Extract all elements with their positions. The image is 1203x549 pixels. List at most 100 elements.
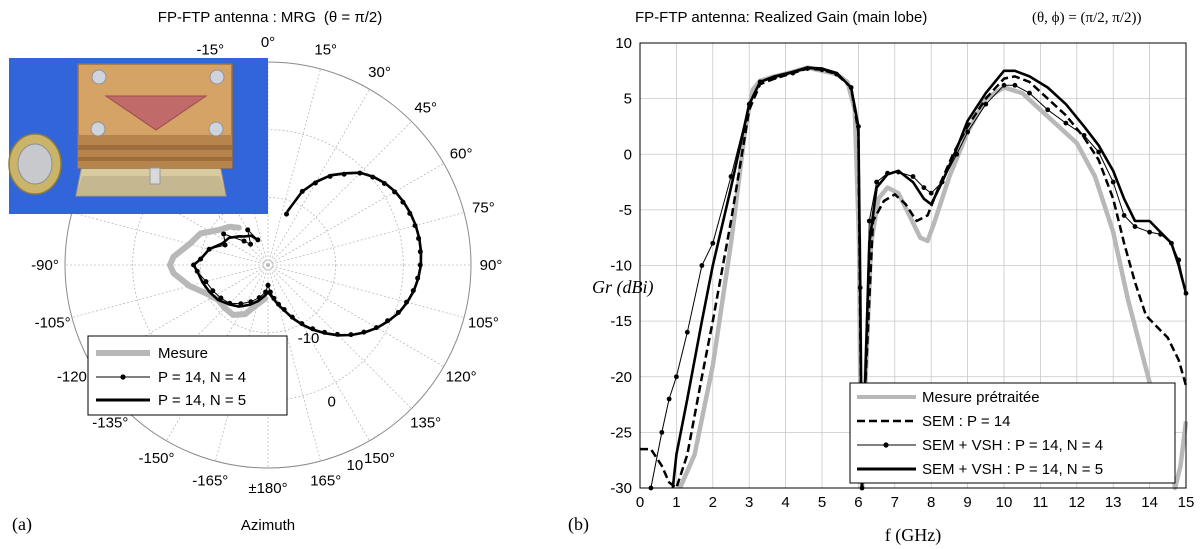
polar-xlabel: Azimuth [241,517,295,534]
line-series-marker [965,129,970,135]
polar-spoke [267,264,412,409]
angle-tick-label: 90° [480,257,503,274]
angle-tick-label: 15° [314,42,337,59]
angle-tick-label: -165° [192,472,228,489]
line-series-marker [928,190,934,196]
line-series-path [671,66,1188,490]
legend-entry-p14-n5: P = 14, N = 5 [96,392,246,409]
line-series-marker [1001,82,1007,88]
line-chart-panel: FP-FTP antenna: Realized Gain (main lobe… [568,9,1194,546]
polar-spoke [267,212,465,266]
x-tick-label: 1 [672,494,680,511]
x-tick-label: 5 [818,494,826,511]
line-series-marker [1045,107,1051,113]
polar-series-marker [221,231,227,237]
polar-spoke [267,264,445,367]
legend-marker [883,442,889,448]
polar-chart-title: FP-FTP antenna : MRG (θ = π/2) [158,9,382,26]
polar-series-marker [210,288,216,294]
polar-spoke [267,121,412,266]
radial-tick-label: 0 [328,394,336,411]
x-tick-label: 6 [854,494,862,511]
angle-tick-label: 45° [414,99,437,116]
angle-tick-label: -90° [31,257,59,274]
polar-grid-ring [199,196,337,334]
x-tick-label: 2 [709,494,717,511]
line-series-marker [666,396,672,402]
x-tick-label: 11 [1033,494,1049,511]
line-series-marker [1096,149,1102,155]
line-tick-labels: 0 1 2 3 4 5 6 7 8 9 10 11 12 13 14 151050-5-10-15-20-25… [610,35,1194,511]
line-series-marker [659,429,665,435]
line-chart-title: FP-FTP antenna: Realized Gain (main lobe… [635,9,927,26]
x-tick-label: 8 [927,494,935,511]
x-axis-label: f (GHz) [885,525,941,546]
line-series-marker [1063,120,1069,126]
line-series-marker [674,374,679,380]
legend-entry-p14-n4: P = 14, N = 4 [96,369,246,386]
polar-spoke [71,212,269,266]
legend-label: SEM + VSH : P = 14, N = 5 [922,461,1103,478]
y-tick-label: -25 [610,424,632,441]
x-tick-label: 13 [1105,494,1122,511]
polar-radial-labels: -10 0 10 [298,330,363,474]
panel-label-a: (a) [12,514,32,535]
angle-tick-label: 0° [261,34,275,51]
polar-legend: Mesure P = 14, N = 4 P = 14, N = 5 [87,335,288,416]
x-tick-label: 0 [636,494,644,511]
angle-tick-label: 60° [450,146,473,163]
legend-label: Mesure prétraitée [922,389,1040,406]
legend-label: SEM + VSH : P = 14, N = 4 [922,437,1103,454]
line-chart-title-condition: (θ, ϕ) = (π/2, π/2)) [1032,10,1142,26]
polar-series-marker [245,227,251,233]
x-tick-label: 7 [891,494,899,511]
y-tick-label: -15 [610,313,632,330]
legend-entry-sem-vsh-n5: SEM + VSH : P = 14, N = 5 [857,461,1103,478]
x-tick-label: 12 [1068,494,1085,511]
line-series-marker [910,174,916,179]
legend-label: P = 14, N = 4 [158,369,246,386]
x-tick-label: 14 [1141,494,1158,511]
polar-spoke [267,163,445,266]
polar-series-line [166,223,269,318]
polar-series-marker [265,282,271,288]
angle-tick-label: 75° [472,199,495,216]
polar-spoke [267,264,321,462]
angle-tick-label: 120° [446,369,477,386]
plot-frame [639,42,1187,489]
legend-label: P = 14, N = 5 [158,392,246,409]
line-series-marker [699,263,705,268]
line-series-marker [1081,132,1087,138]
polar-series-marker [248,241,254,247]
polar-series-marker [241,238,247,244]
line-legend: Mesure prétraitée SEM : P = 14 SEM + VSH… [849,382,1176,484]
legend-marker [120,374,126,380]
angle-tick-label: 165° [310,472,341,489]
antenna-photo-inset [8,58,268,214]
polar-spoke [267,88,370,266]
x-tick-label: 15 [1178,494,1195,511]
angle-tick-label: -120° [57,369,93,386]
panel-label-b: (b) [568,514,589,535]
line-series-marker [1110,179,1116,185]
polar-spoke [267,264,465,318]
polar-series-line [192,171,423,337]
polar-spoke [267,264,370,442]
line-series-marker [983,101,989,107]
line-series-marker [1121,213,1127,218]
radial-tick-label: 10 [347,457,364,474]
line-series-marker [1147,229,1152,235]
polar-series-marker [203,279,209,285]
x-tick-label: 10 [996,494,1013,511]
legend-entry-mesure: Mesure [96,345,208,362]
legend-entry-sem: SEM : P = 14 [857,413,1011,430]
line-series-marker [1027,90,1032,96]
angle-tick-label: 105° [468,315,499,332]
radial-tick-label: -10 [298,330,320,347]
y-tick-label: 0 [624,146,632,163]
line-series-marker [684,329,690,335]
line-series-path [640,67,1188,490]
y-tick-label: -5 [619,202,632,219]
legend-label: Mesure [158,345,208,362]
